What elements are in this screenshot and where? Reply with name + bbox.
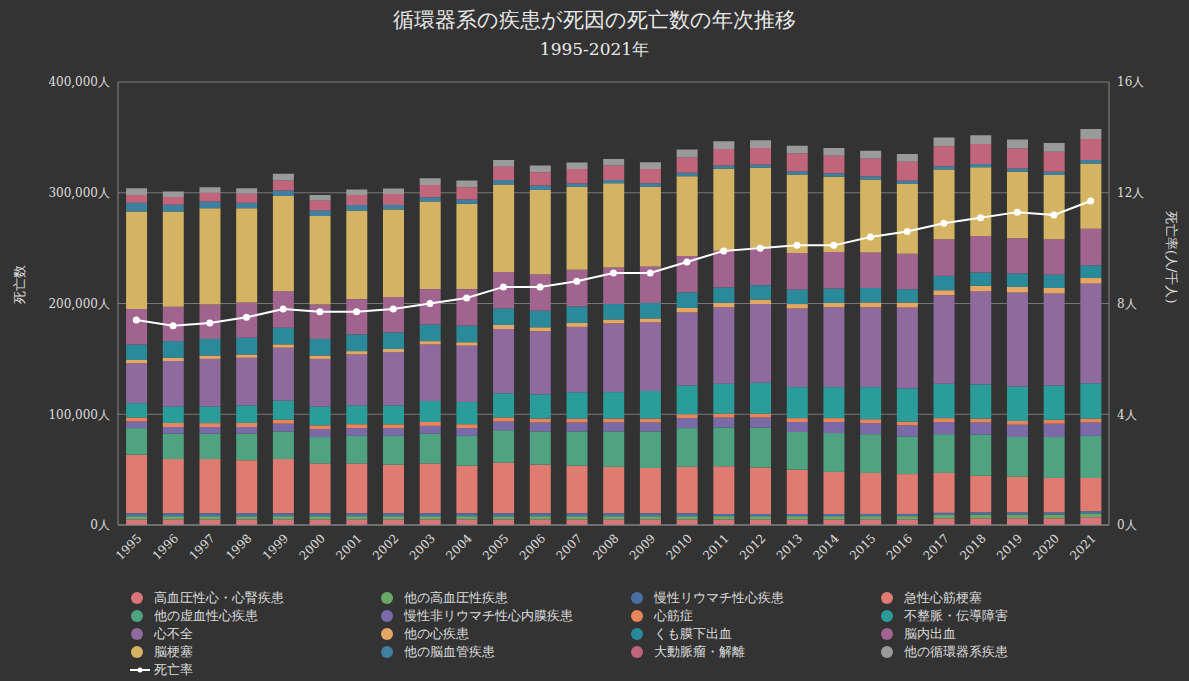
svg-text:0人: 0人 bbox=[90, 518, 110, 532]
html-text:1995-2021年: 1995-2021年 bbox=[539, 39, 650, 59]
html-text:他の循環器系疾患: 他の循環器系疾患 bbox=[904, 644, 1008, 659]
html-text:高血圧性心・心腎疾患: 高血圧性心・心腎疾患 bbox=[154, 590, 284, 605]
svg-text:1995: 1995 bbox=[113, 531, 144, 562]
svg-text:100,000人: 100,000人 bbox=[48, 408, 110, 422]
html-text:心筋症: 心筋症 bbox=[654, 608, 693, 623]
svg-text:2001: 2001 bbox=[333, 531, 364, 562]
svg-text:16人: 16人 bbox=[1117, 75, 1144, 89]
svg-text:2015: 2015 bbox=[847, 531, 878, 562]
html-text:死亡率: 死亡率 bbox=[154, 662, 193, 677]
html-text:脳梗塞: 脳梗塞 bbox=[154, 644, 193, 659]
svg-text:8人: 8人 bbox=[1117, 297, 1137, 311]
svg-text:2017: 2017 bbox=[920, 531, 951, 562]
html-text:他の心疾患: 他の心疾患 bbox=[404, 626, 469, 641]
svg-text:2000: 2000 bbox=[297, 531, 328, 562]
svg-text:1999: 1999 bbox=[260, 531, 291, 562]
svg-text:1998: 1998 bbox=[223, 531, 254, 562]
svg-text:4人: 4人 bbox=[1117, 408, 1137, 422]
html-text:他の高血圧性疾患: 他の高血圧性疾患 bbox=[404, 590, 508, 605]
svg-text:2009: 2009 bbox=[627, 531, 658, 562]
svg-text:2005: 2005 bbox=[480, 531, 511, 562]
svg-text:2003: 2003 bbox=[407, 531, 438, 562]
svg-text:12人: 12人 bbox=[1117, 186, 1144, 200]
svg-text:0人: 0人 bbox=[1117, 518, 1137, 532]
html-text:他の虚血性心疾患: 他の虚血性心疾患 bbox=[154, 608, 258, 623]
svg-text:400,000人: 400,000人 bbox=[48, 75, 110, 89]
svg-text:300,000人: 300,000人 bbox=[48, 186, 110, 200]
svg-text:2019: 2019 bbox=[994, 531, 1025, 562]
svg-text:2018: 2018 bbox=[957, 531, 988, 562]
svg-text:200,000人: 200,000人 bbox=[48, 297, 110, 311]
svg-text:2010: 2010 bbox=[664, 531, 695, 562]
svg-text:2014: 2014 bbox=[810, 531, 842, 563]
svg-text:1996: 1996 bbox=[150, 531, 181, 562]
svg-text:2006: 2006 bbox=[517, 531, 548, 562]
svg-text:2021: 2021 bbox=[1067, 531, 1098, 562]
html-text:他の脳血管疾患: 他の脳血管疾患 bbox=[404, 644, 495, 659]
svg-text:死亡数: 死亡数 bbox=[12, 265, 27, 304]
html-text:慢性非リウマチ性心内膜疾患: 慢性非リウマチ性心内膜疾患 bbox=[404, 608, 573, 623]
html-text:慢性リウマチ性心疾患: 慢性リウマチ性心疾患 bbox=[654, 590, 784, 605]
svg-text:2020: 2020 bbox=[1031, 531, 1062, 562]
svg-text:1997: 1997 bbox=[186, 531, 217, 562]
svg-text:2002: 2002 bbox=[370, 531, 401, 562]
html-text:くも膜下出血: くも膜下出血 bbox=[654, 626, 732, 641]
svg-text:2013: 2013 bbox=[774, 531, 805, 562]
html-text:大動脈瘤・解離: 大動脈瘤・解離 bbox=[654, 644, 745, 659]
svg-text:死亡率(人/千人): 死亡率(人/千人) bbox=[1164, 211, 1179, 304]
html-text:循環器系の疾患が死因の死亡数の年次推移: 循環器系の疾患が死因の死亡数の年次推移 bbox=[393, 8, 796, 32]
svg-text:2008: 2008 bbox=[590, 531, 621, 562]
html-text:心不全: 心不全 bbox=[154, 626, 193, 641]
html-text:急性心筋梗塞: 急性心筋梗塞 bbox=[904, 590, 982, 605]
svg-text:2004: 2004 bbox=[443, 531, 475, 563]
svg-text:2011: 2011 bbox=[700, 531, 731, 562]
html-text:脳内出血: 脳内出血 bbox=[904, 626, 956, 641]
html-text:不整脈・伝導障害: 不整脈・伝導障害 bbox=[904, 608, 1008, 623]
svg-text:2007: 2007 bbox=[553, 531, 584, 562]
svg-text:2012: 2012 bbox=[737, 531, 768, 562]
svg-text:2016: 2016 bbox=[884, 531, 915, 562]
